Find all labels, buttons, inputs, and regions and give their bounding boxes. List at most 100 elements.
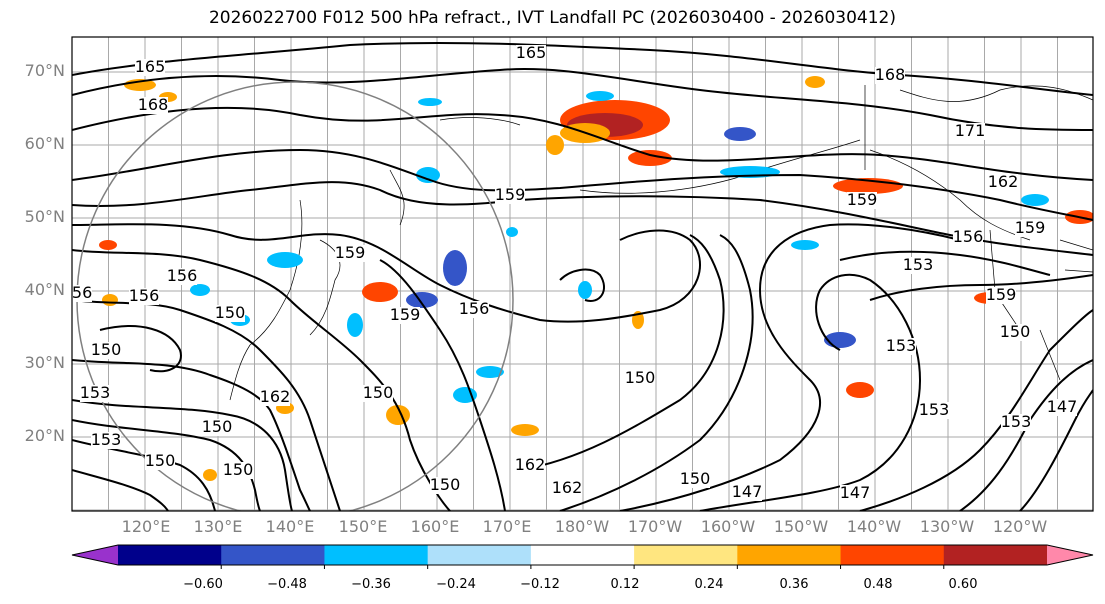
lon-label: 150°E [338, 517, 388, 536]
colorbar-segment [221, 545, 325, 565]
contour-label: 159 [390, 305, 421, 324]
colorbar-tick: −0.24 [436, 577, 476, 592]
contour-label-bg [167, 268, 197, 285]
contour-label-bg [260, 389, 290, 406]
contour-label-bg [986, 287, 1016, 304]
contour-label: 150 [430, 475, 461, 494]
contour-label-bg [732, 484, 762, 501]
lon-label: 170°E [482, 517, 532, 536]
contour-label-bg [80, 385, 110, 402]
lon-label: 160°W [700, 517, 756, 536]
contour-label: 150 [91, 340, 122, 359]
contour-label: 159 [1015, 218, 1046, 237]
contour-label: 156 [459, 299, 490, 318]
colorbar-segment [324, 545, 429, 565]
contour-label-bg [215, 305, 245, 322]
contour-label-bg [886, 338, 916, 355]
lon-label: 120°W [992, 517, 1048, 536]
contour-label-bg [953, 229, 983, 246]
contour-label: 150 [1000, 322, 1031, 341]
contour-label: 162 [515, 455, 546, 474]
chart-title: 2026022700 F012 500 hPa refract., IVT La… [208, 8, 896, 28]
contour-label-bg [875, 67, 905, 84]
lat-label: 20°N [24, 426, 65, 445]
contour-label: 153 [919, 400, 950, 419]
colorbar-segment [427, 545, 532, 565]
lon-label: 130°E [193, 517, 243, 536]
lat-label: 60°N [24, 134, 65, 153]
colorbar-tick: −0.36 [351, 577, 391, 592]
colorbar-segment [530, 545, 635, 565]
contour-label-bg [135, 59, 165, 76]
contour-label: 153 [1001, 412, 1032, 431]
contour-label-bg [223, 462, 253, 479]
contour-label: 168 [138, 95, 169, 114]
lat-label: 70°N [24, 61, 65, 80]
colorbar-segment [943, 545, 1048, 565]
contour-label: 153 [91, 430, 122, 449]
colorbar-tick: 0.36 [779, 577, 809, 592]
contour-label-bg [145, 453, 175, 470]
colorbar-segment [737, 545, 842, 565]
contour-label: 147 [840, 483, 871, 502]
contour-label-bg [335, 245, 365, 262]
contour-label-bg [847, 192, 877, 209]
colorbar-tick: 0.60 [948, 577, 978, 592]
colorbar-segment [118, 545, 222, 565]
contour-label: 153 [80, 383, 111, 402]
contour-label-bg [129, 288, 159, 305]
contour-label-bg [202, 419, 232, 436]
contour-label-bg [516, 45, 546, 62]
lon-label: 140°W [846, 517, 902, 536]
contour-label: 156 [167, 266, 198, 285]
colorbar-segment [840, 545, 945, 565]
lat-label: 50°N [24, 207, 65, 226]
lon-label: 170°W [627, 517, 683, 536]
contour-label-bg [515, 457, 545, 474]
contour-label: 156 [953, 227, 984, 246]
contour-label: 162 [552, 478, 583, 497]
colorbar-tick: −0.48 [267, 577, 307, 592]
lon-label: 120°E [121, 517, 171, 536]
contour-label: 150 [625, 368, 656, 387]
contour-label: 159 [335, 243, 366, 262]
contour-label: 150 [202, 417, 233, 436]
contour-label-bg [903, 257, 933, 274]
contour-label: 153 [903, 255, 934, 274]
contour-label: 162 [260, 387, 291, 406]
contour-labels: 165 165 168 168 171 162 159 159 156 153 159 159 156 1… [62, 43, 1078, 502]
lat-label: 40°N [24, 280, 65, 299]
contour-label-bg [988, 174, 1018, 191]
contour-label: 156 [62, 283, 93, 302]
colorbar [71, 544, 1094, 569]
contour-label-bg [1000, 324, 1030, 341]
colorbar-tick: 0.12 [610, 577, 640, 592]
contour-label: 150 [215, 303, 246, 322]
contour-label: 159 [847, 190, 878, 209]
contour-label-bg [430, 477, 460, 494]
lon-label: 140°E [265, 517, 315, 536]
contour-label: 150 [363, 383, 394, 402]
colorbar-tick: −0.12 [520, 577, 560, 592]
contour-label-bg [91, 432, 121, 449]
contour-label-bg [625, 370, 655, 387]
map-frame [71, 36, 1094, 512]
contour-label: 168 [875, 65, 906, 84]
contour-label: 147 [1047, 397, 1078, 416]
lon-label: 150°W [773, 517, 829, 536]
contour-label-bg [919, 402, 949, 419]
contour-label-bg [390, 307, 420, 324]
contour-label-bg [91, 342, 121, 359]
height-contours [72, 41, 1093, 511]
contour-label-bg [363, 385, 393, 402]
contour-label: 162 [988, 172, 1019, 191]
contour-label-bg [552, 480, 582, 497]
colorbar-tick: 0.48 [863, 577, 893, 592]
contour-label-bg [495, 187, 525, 204]
contour-label: 147 [732, 482, 763, 501]
colorbar-segment [634, 545, 738, 565]
contour-label-bg [138, 97, 168, 114]
contour-label: 156 [129, 286, 160, 305]
contour-label-bg [1047, 399, 1077, 416]
